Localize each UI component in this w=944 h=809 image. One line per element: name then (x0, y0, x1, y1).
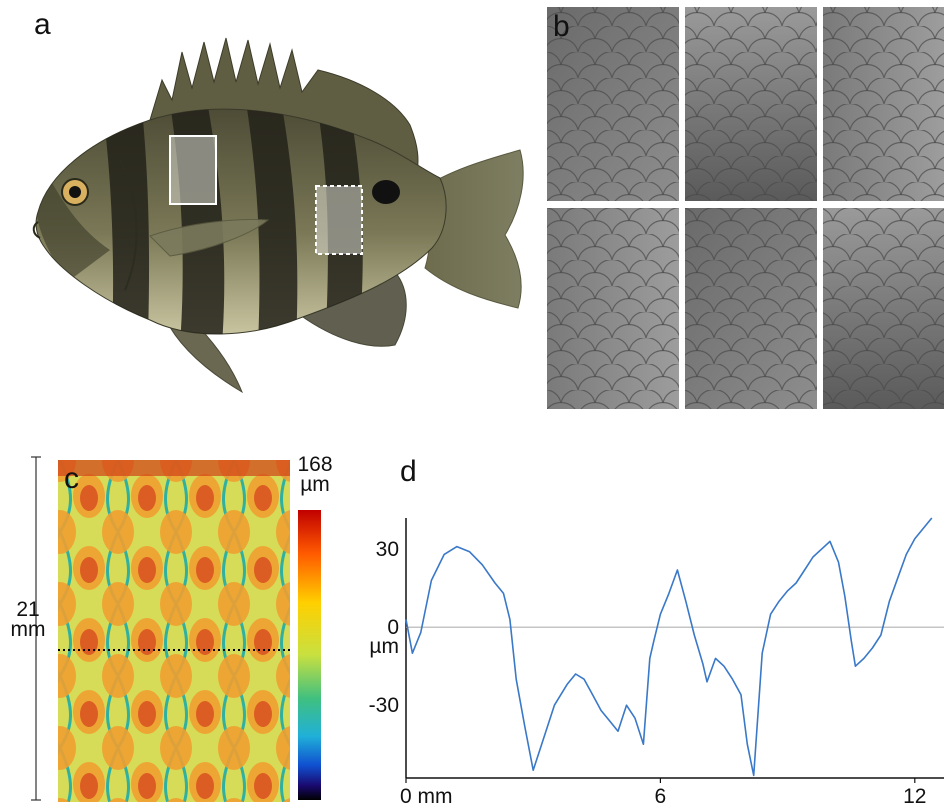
fish-bands (36, 109, 363, 335)
profile-series-line (405, 517, 933, 777)
pectoral-fin (149, 219, 270, 257)
y-tick-label: -30 (369, 694, 399, 717)
tail-fin (419, 149, 524, 309)
panel-a-letter: a (34, 8, 51, 41)
colorbar (298, 510, 321, 800)
fish-eye (61, 178, 89, 206)
dorsal-fin (149, 37, 419, 179)
colorbar-max-value: 168 (297, 453, 333, 476)
x-tick-label: 0 mm (400, 785, 453, 808)
colorbar-max-label: 168 µm (291, 453, 339, 496)
scale-bar-label: 21 mm (2, 598, 54, 641)
caudal-spot (372, 180, 400, 204)
panel-b-letter: b (553, 10, 570, 43)
panel-c-letter: c (64, 462, 79, 495)
y-tick-label: 0 (387, 616, 399, 639)
panel-d-letter: d (400, 455, 417, 488)
y-unit-label: µm (369, 635, 399, 658)
scale-image-tile (547, 208, 679, 409)
scale-image-tile (685, 208, 817, 409)
height-map-image (58, 460, 290, 802)
sample-region-solid (169, 135, 217, 205)
pelvic-fin (164, 317, 244, 394)
sample-region-dashed (315, 185, 363, 255)
scale-image-tile (823, 7, 944, 201)
scale-image-tile (685, 7, 817, 201)
scale-bar-unit: mm (10, 618, 46, 641)
x-tick-label: 6 (655, 785, 667, 808)
colorbar-unit: µm (300, 473, 330, 496)
y-tick-label: 30 (376, 538, 399, 561)
fish-body (35, 108, 447, 335)
scale-bar-value: 21 (16, 598, 40, 621)
scale-image-tile (823, 208, 944, 409)
anal-fin (299, 271, 407, 347)
x-tick-label: 12 (903, 785, 926, 808)
